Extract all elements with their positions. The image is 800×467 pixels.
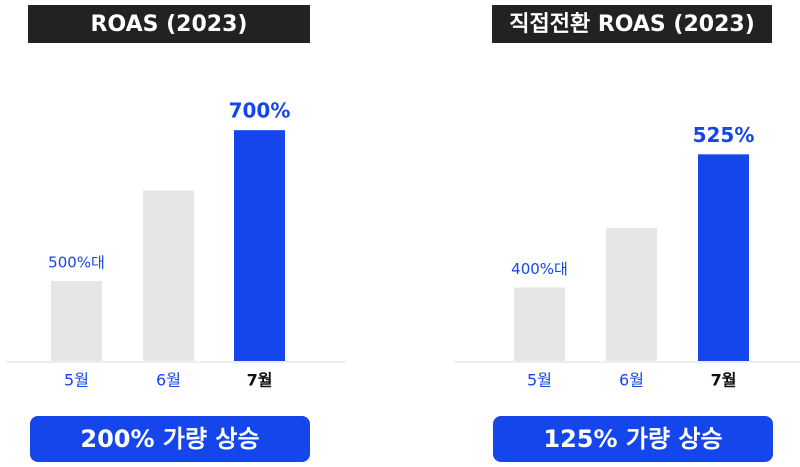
x-tick-label: 7월 [711, 371, 737, 390]
bar [698, 154, 749, 361]
value-label: 500%대 [48, 254, 105, 272]
x-tick-label: 5월 [527, 371, 552, 390]
value-label: 400%대 [511, 260, 568, 278]
annotation-box [493, 416, 773, 462]
chart-title: ROAS (2023) [91, 12, 248, 37]
bar [51, 281, 102, 361]
bar [143, 190, 194, 361]
x-tick-label: 5월 [64, 371, 89, 390]
x-tick-label: 7월 [247, 371, 273, 390]
bar [606, 227, 657, 361]
chart-title: 직접전환 ROAS (2023) [509, 12, 755, 37]
value-label: 700% [229, 99, 291, 123]
annotation-box [30, 416, 310, 462]
x-tick-label: 6월 [156, 371, 181, 390]
bar [514, 287, 565, 361]
annotation: 200% 가량 상승 [80, 425, 259, 453]
value-label: 525% [693, 123, 755, 147]
title-box [28, 5, 310, 43]
annotation: 125% 가량 상승 [543, 425, 722, 453]
bar [234, 130, 285, 361]
x-tick-label: 6월 [619, 371, 644, 390]
title-box [492, 5, 772, 43]
